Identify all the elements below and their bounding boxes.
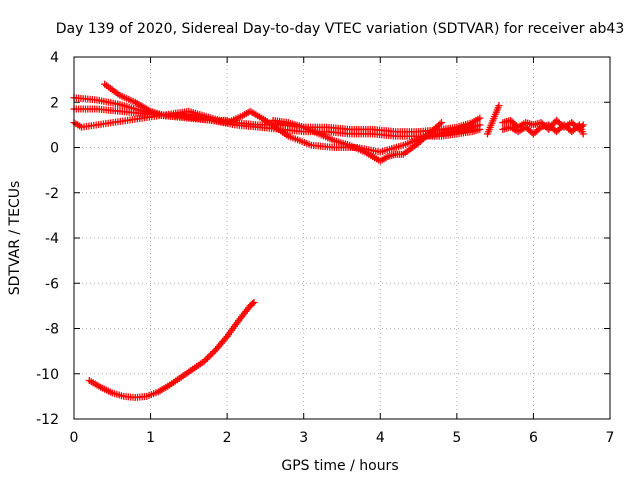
axis-ticks: 0 1 2 3 4 5 6 7 4 2 0 -2 -4 -6 -8 -10 -12 <box>36 50 614 446</box>
x-tick-label: 7 <box>606 430 615 446</box>
data-point-marker <box>207 351 215 359</box>
y-tick-label: -4 <box>45 231 59 247</box>
data-point-marker <box>495 102 503 110</box>
data-point-marker <box>208 349 216 357</box>
data-point-marker <box>476 121 484 129</box>
x-tick-label: 2 <box>223 430 232 446</box>
data-point-marker <box>436 120 444 128</box>
x-tick-label: 3 <box>299 430 308 446</box>
series-track-low <box>85 298 258 402</box>
x-axis-label: GPS time / hours <box>281 458 398 474</box>
data-point-marker <box>205 352 213 360</box>
x-tick-label: 6 <box>529 430 538 446</box>
data-point-marker <box>203 354 211 362</box>
y-tick-label: -12 <box>36 412 59 428</box>
data-point-marker <box>210 348 218 356</box>
x-tick-label: 1 <box>146 430 155 446</box>
y-tick-label: -6 <box>45 276 59 292</box>
data-point-marker <box>579 130 587 138</box>
data-point-marker <box>200 357 208 365</box>
data-point-marker <box>250 298 258 306</box>
data-point-marker <box>249 300 257 308</box>
series-track-h <box>483 102 503 138</box>
x-tick-label: 0 <box>70 430 79 446</box>
x-tick-label: 4 <box>376 430 385 446</box>
data-point-marker <box>223 116 231 124</box>
y-tick-label: -8 <box>45 322 59 338</box>
chart-title: Day 139 of 2020, Sidereal Day-to-day VTE… <box>56 21 625 37</box>
series-track-d <box>269 116 446 165</box>
data-point-marker <box>438 119 446 127</box>
series-track-g <box>499 121 587 138</box>
data-points <box>70 80 587 402</box>
data-point-marker <box>476 114 484 122</box>
y-axis-label: SDTVAR / TECUs <box>7 181 23 296</box>
y-tick-label: 2 <box>50 95 59 111</box>
y-tick-label: 0 <box>50 141 59 157</box>
y-tick-label: -10 <box>36 367 59 383</box>
y-tick-label: 4 <box>50 50 59 66</box>
data-point-marker <box>202 356 210 364</box>
x-tick-label: 5 <box>452 430 461 446</box>
y-tick-label: -2 <box>45 186 59 202</box>
